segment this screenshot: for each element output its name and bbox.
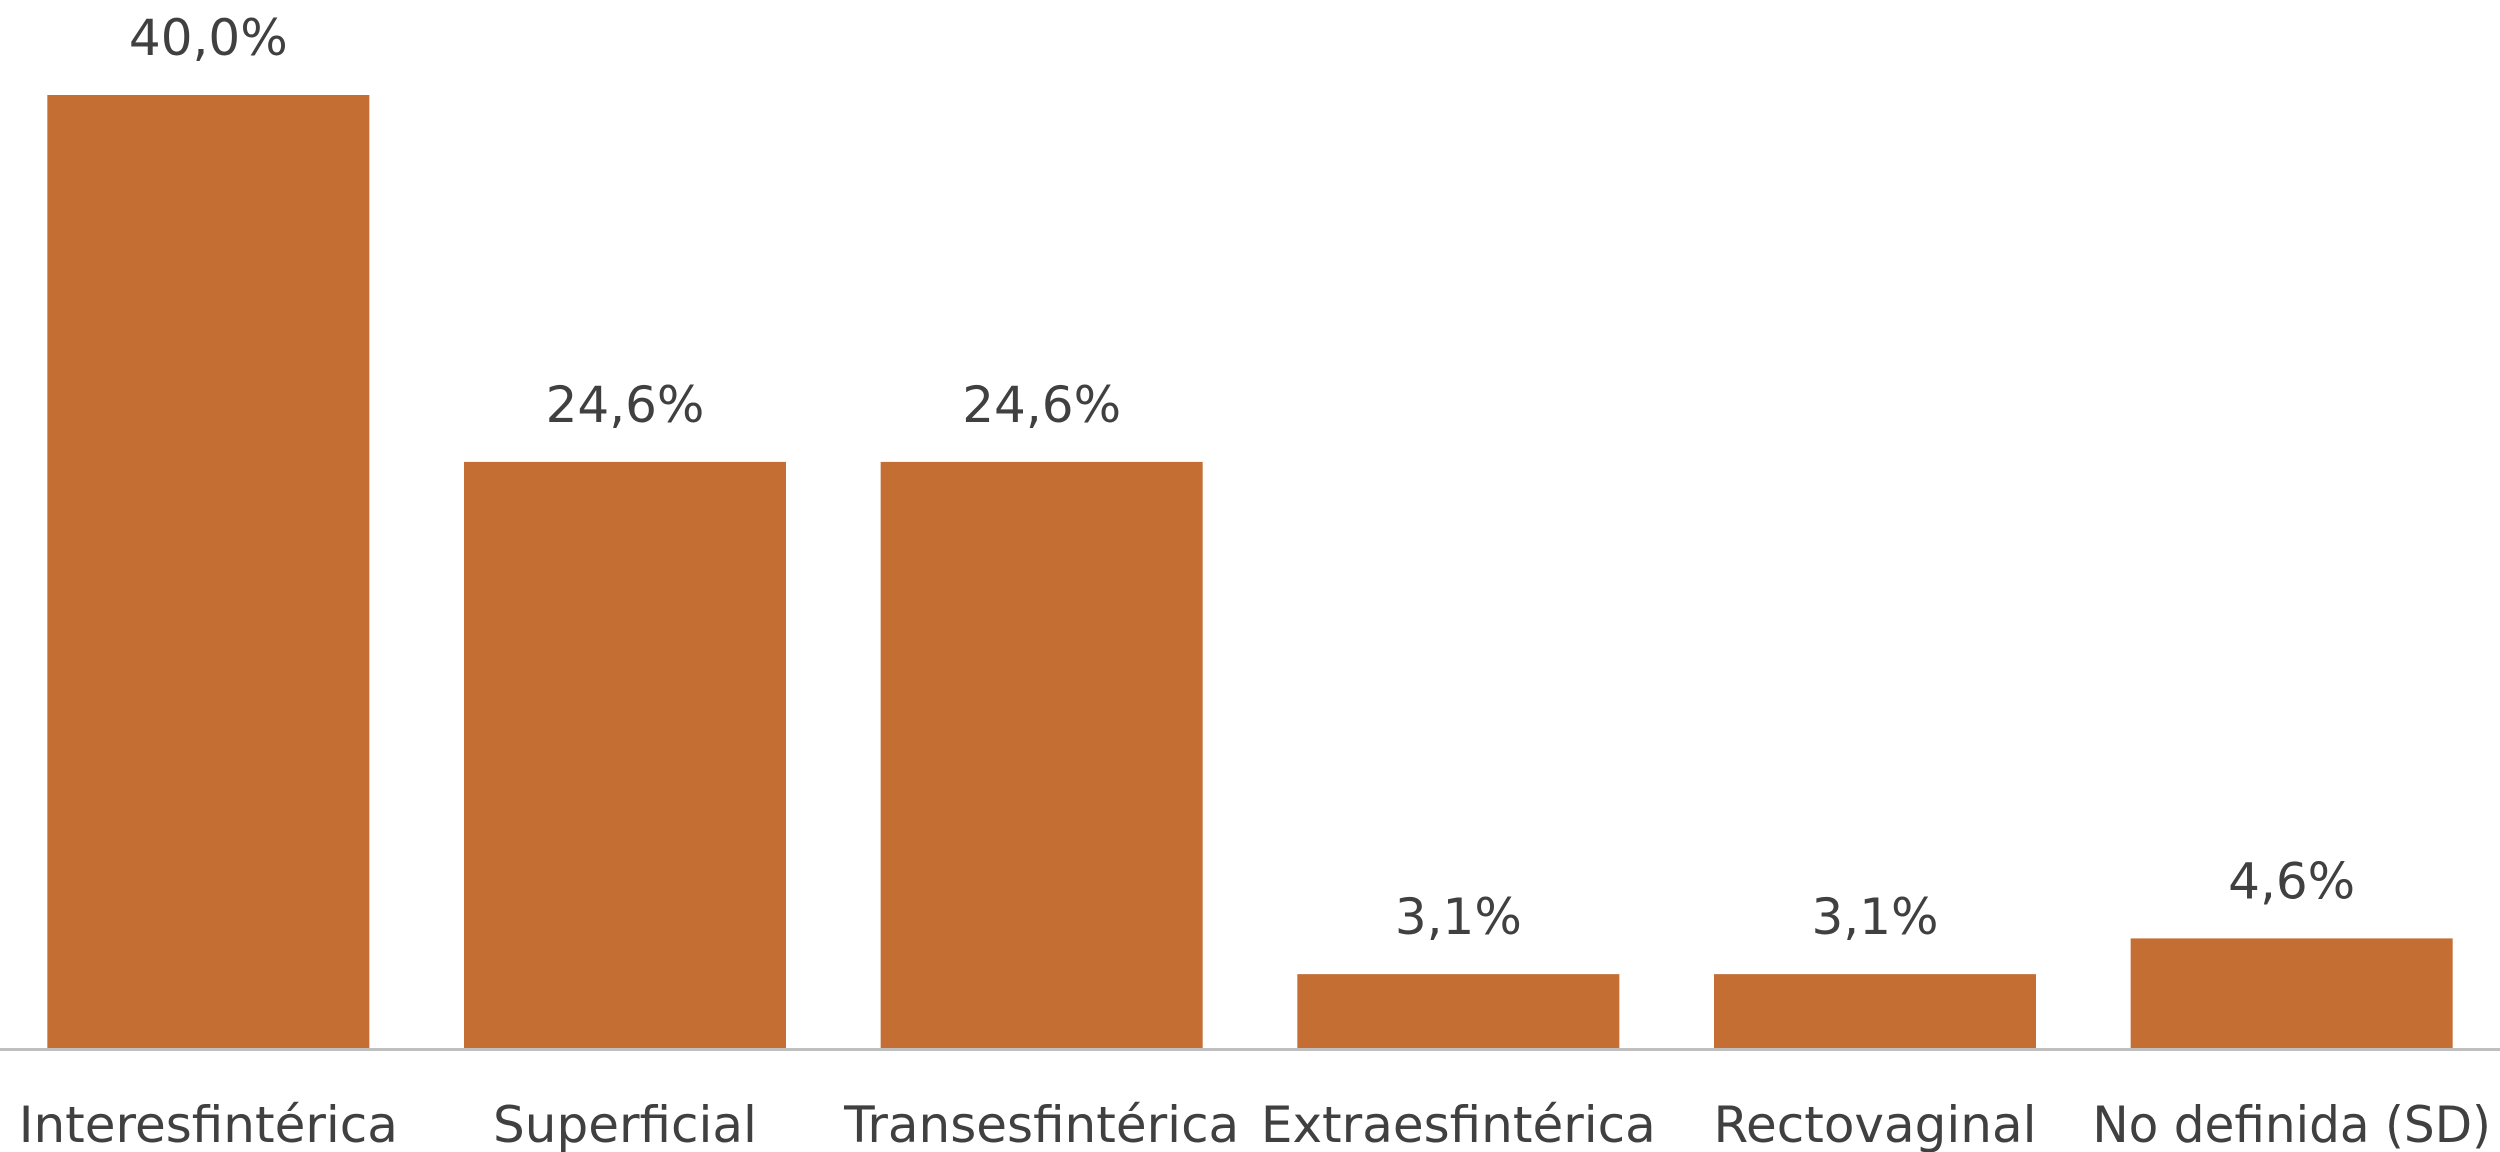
data-label: 40,0% bbox=[129, 9, 288, 67]
category-label: Extraesfintérica bbox=[1261, 1096, 1656, 1152]
category-label: Interesfintérica bbox=[19, 1096, 398, 1152]
value-labels-group: 40,0% 24,6% 24,6% 3,1% 3,1% 4,6% bbox=[129, 9, 2355, 946]
category-label: Transesfintérica bbox=[843, 1096, 1239, 1152]
data-label: 24,6% bbox=[546, 376, 705, 434]
bar bbox=[1714, 974, 2036, 1048]
bar bbox=[464, 461, 786, 1048]
category-label: No definida (SD) bbox=[2092, 1096, 2491, 1152]
data-label: 3,1% bbox=[1395, 888, 1522, 946]
bars-group bbox=[47, 95, 2453, 1048]
bar bbox=[880, 461, 1203, 1048]
bar bbox=[1297, 974, 1620, 1048]
data-label: 3,1% bbox=[1811, 888, 1938, 946]
category-label: Rectovaginal bbox=[1713, 1096, 2036, 1152]
category-label: Superficial bbox=[493, 1096, 757, 1152]
bar bbox=[47, 95, 370, 1048]
bar bbox=[2130, 938, 2453, 1048]
data-label: 24,6% bbox=[962, 376, 1121, 434]
data-label: 4,6% bbox=[2228, 852, 2355, 910]
category-labels-group: Interesfintérica Superficial Transesfintér… bbox=[19, 1096, 2491, 1152]
